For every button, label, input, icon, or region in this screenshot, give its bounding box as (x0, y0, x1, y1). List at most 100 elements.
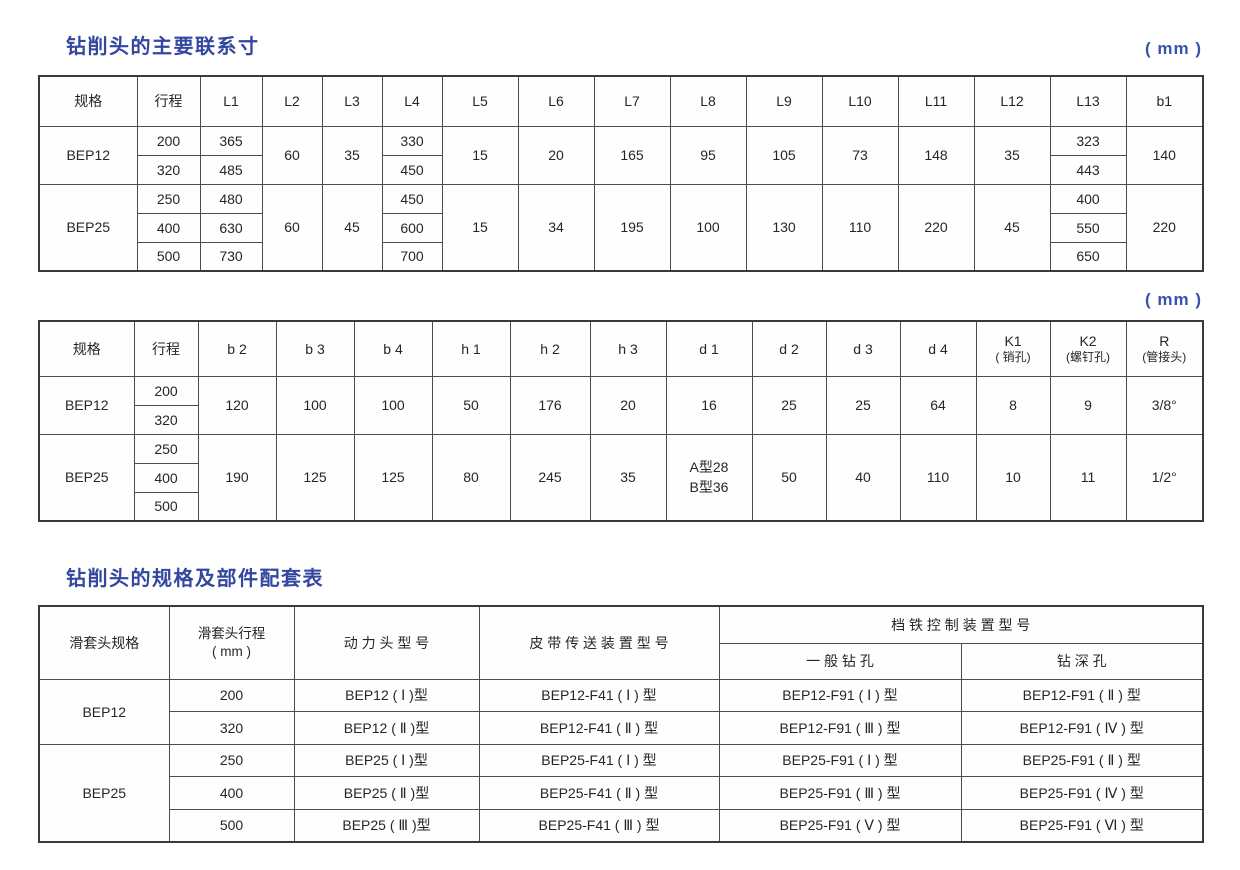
spec-cell: BEP25 (38, 743, 170, 842)
value-cell: 45 (321, 183, 383, 272)
header-k2-note: (螺钉孔) (1066, 349, 1110, 364)
value-cell: BEP25-F91 ( Ⅳ ) 型 (960, 776, 1204, 810)
header-cell: d 1 (665, 320, 753, 377)
value-cell: 73 (821, 125, 899, 185)
value-cell: BEP12-F41 ( Ⅱ ) 型 (478, 711, 720, 745)
value-cell: 130 (745, 183, 823, 272)
header-cell-k2: K2 (螺钉孔) (1049, 320, 1127, 377)
value-cell: 60 (261, 183, 323, 272)
value-cell: 110 (821, 183, 899, 272)
spec-cell: BEP12 (38, 125, 138, 185)
header-cell: 行程 (133, 320, 199, 377)
value-cell: 500 (133, 491, 199, 522)
value-cell: 105 (745, 125, 823, 185)
value-cell: 60 (261, 125, 323, 185)
value-cell: 220 (1125, 183, 1204, 272)
value-cell: 320 (133, 404, 199, 435)
table-row: 400 (39, 462, 1203, 493)
section1-header: 钻削头的主要联系寸 ( mm ) (38, 30, 1202, 59)
header-cell-power: 动 力 头 型 号 (293, 605, 480, 680)
header-cell: L10 (821, 75, 899, 127)
value-cell: BEP25-F91 ( Ⅱ ) 型 (960, 743, 1204, 777)
value-cell: BEP25-F91 ( Ⅵ ) 型 (960, 808, 1204, 842)
header-cell: h 1 (431, 320, 511, 377)
value-cell: 200 (168, 678, 295, 712)
value-cell: 400 (168, 776, 295, 810)
value-cell: 110 (899, 433, 977, 522)
header-cell: L8 (669, 75, 747, 127)
header-stroke-line1: 滑套头行程 (197, 625, 266, 641)
spec-cell: BEP25 (38, 183, 138, 272)
table-row: BEP12 200 120 100 100 50 176 20 16 25 25… (38, 375, 1204, 435)
value-cell: 100 (275, 375, 355, 435)
section2-title: 钻削头的规格及部件配套表 (66, 568, 324, 590)
header-k2-symbol: K2 (1079, 332, 1097, 349)
value-cell: 450 (381, 154, 443, 185)
value-cell: 250 (136, 183, 201, 214)
value-cell: 125 (275, 433, 355, 522)
value-cell: 250 (168, 743, 295, 777)
value-cell: BEP25 ( Ⅱ )型 (293, 776, 480, 810)
value-cell: BEP12-F91 ( Ⅲ ) 型 (718, 711, 962, 745)
header-cell: d 2 (751, 320, 827, 377)
value-cell: 35 (321, 125, 383, 185)
header-cell: L4 (381, 75, 443, 127)
header-cell: 规格 (38, 75, 138, 127)
value-cell: 400 (133, 462, 199, 493)
value-cell: BEP12-F41 ( Ⅰ ) 型 (478, 678, 720, 712)
value-cell: 80 (431, 433, 511, 522)
value-cell: 245 (509, 433, 591, 522)
header-cell-deep-drill: 钻 深 孔 (960, 642, 1204, 680)
header-cell: h 2 (509, 320, 591, 377)
header-cell: 规格 (38, 320, 135, 377)
header-cell: b1 (1125, 75, 1204, 127)
value-cell: 195 (593, 183, 671, 272)
value-cell: BEP25 ( Ⅲ )型 (293, 808, 480, 842)
table-row: BEP12 200 BEP12 ( Ⅰ )型 BEP12-F41 ( Ⅰ ) 型… (38, 678, 1204, 745)
header-cell: L1 (199, 75, 263, 127)
value-cell: 190 (197, 433, 277, 522)
header-k1-symbol: K1 (1004, 332, 1022, 349)
value-cell: 35 (589, 433, 667, 522)
table-row: BEP12 200 365 60 35 330 15 20 165 95 105… (38, 125, 1204, 185)
value-cell: 3/8° (1125, 375, 1204, 435)
value-cell: 200 (133, 375, 199, 406)
header-cell: L7 (593, 75, 671, 127)
value-cell: 34 (517, 183, 595, 272)
value-cell: 500 (168, 808, 295, 842)
value-cell: 330 (381, 125, 443, 156)
d1-type-b: B型36 (689, 479, 729, 496)
value-cell: BEP25-F41 ( Ⅰ ) 型 (478, 743, 720, 777)
header-cell: L5 (441, 75, 519, 127)
unit-label-mm-2: ( mm ) (1145, 290, 1202, 309)
table3-header-row-2: 一 般 钻 孔 钻 深 孔 (39, 642, 1204, 680)
table1-header-row: 规格 行程 L1 L2 L3 L4 L5 L6 L7 L8 L9 L10 L11… (38, 75, 1204, 127)
section1-title: 钻削头的主要联系寸 (66, 36, 260, 58)
value-cell: 11 (1049, 433, 1127, 522)
value-cell: 9 (1049, 375, 1127, 435)
value-cell: 100 (353, 375, 433, 435)
header-cell: b 2 (197, 320, 277, 377)
value-cell: BEP25-F91 ( Ⅲ ) 型 (718, 776, 962, 810)
header-cell: h 3 (589, 320, 667, 377)
header-cell: d 3 (825, 320, 901, 377)
header-cell: L13 (1049, 75, 1127, 127)
value-cell: 125 (353, 433, 433, 522)
table2-header-row: 规格 行程 b 2 b 3 b 4 h 1 h 2 h 3 d 1 d 2 d … (38, 320, 1204, 377)
value-cell: BEP12 ( Ⅰ )型 (293, 678, 480, 712)
value-cell: 25 (751, 375, 827, 435)
value-cell: 485 (199, 154, 263, 185)
value-cell: 45 (973, 183, 1051, 272)
table-row: 500 (39, 491, 1203, 522)
value-cell: 15 (441, 125, 519, 185)
header-cell: b 3 (275, 320, 355, 377)
secondary-dimensions-table: 规格 行程 b 2 b 3 b 4 h 1 h 2 h 3 d 1 d 2 d … (38, 320, 1204, 522)
value-cell: 220 (897, 183, 975, 272)
table-row: 320 485 450 443 (39, 154, 1203, 185)
header-stroke-line2: ( mm ) (212, 643, 251, 659)
value-cell: 148 (897, 125, 975, 185)
unit-label-mm-1: ( mm ) (1145, 39, 1202, 58)
value-cell: 500 (136, 241, 201, 272)
table-row: 320 (39, 404, 1203, 435)
header-cell-belt: 皮 带 传 送 装 置 型 号 (478, 605, 720, 680)
